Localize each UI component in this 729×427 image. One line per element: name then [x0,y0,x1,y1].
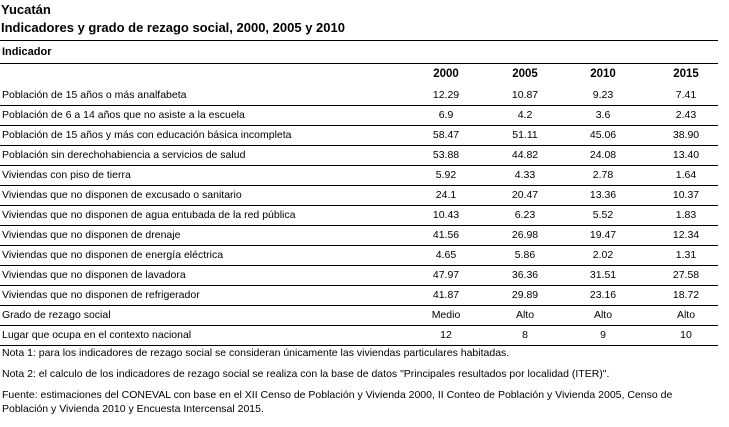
table-row: Viviendas que no disponen de drenaje 41.… [0,226,718,246]
table-row: Viviendas que no disponen de refrigerado… [0,286,718,306]
cell-2015: 1.31 [675,249,697,261]
cell-2000: Medio [431,309,461,321]
cell-2005: 6.23 [514,209,536,221]
cell-2005: 36.36 [511,269,539,281]
year-header: 2000 [433,68,459,80]
cell-2015: 10 [680,329,692,341]
cell-2010: Alto [593,309,613,321]
row-label: Lugar que ocupa en el contexto nacional [2,329,192,341]
state-title: Yucatán [1,2,51,17]
cell-2000: 47.97 [432,269,460,281]
cell-2000: 58.47 [432,129,460,141]
cell-2015: 27.58 [672,269,700,281]
cell-2000: 10.43 [432,209,460,221]
cell-2010: 13.36 [589,189,617,201]
cell-2005: 44.82 [511,149,539,161]
cell-2010: 9.23 [592,89,614,101]
cell-2005: 10.87 [511,89,539,101]
cell-2010: 31.51 [589,269,617,281]
cell-2005: Alto [515,309,535,321]
cell-2015: 13.40 [672,149,700,161]
cell-2000: 41.87 [432,289,460,301]
row-label: Viviendas que no disponen de agua entuba… [2,209,296,221]
cell-2015: 38.90 [672,129,700,141]
cell-2000: 5.92 [435,169,457,181]
cell-2000: 4.65 [435,249,457,261]
table-row: Viviendas con piso de tierra 5.92 4.33 2… [0,166,718,186]
cell-2005: 4.2 [517,109,533,121]
table-row: Viviendas que no disponen de excusado o … [0,186,718,206]
table-row: Población de 15 años o más analfabeta 12… [0,86,718,106]
row-label: Viviendas que no disponen de drenaje [2,229,181,241]
row-label: Viviendas que no disponen de lavadora [2,269,186,281]
cell-2010: 2.02 [592,249,614,261]
cell-2005: 20.47 [511,189,539,201]
cell-2015: Alto [676,309,696,321]
year-header-row: 2000 2005 2010 2015 [0,66,718,82]
source-note: Fuente: estimaciones del CONEVAL con bas… [2,389,673,401]
row-label: Población de 15 años o más analfabeta [2,89,187,101]
cell-2015: 2.43 [675,109,697,121]
cell-2000: 53.88 [432,149,460,161]
cell-2000: 12 [440,329,452,341]
cell-2010: 24.08 [589,149,617,161]
year-header: 2010 [590,68,616,80]
cell-2015: 7.41 [675,89,697,101]
cell-2015: 18.72 [672,289,700,301]
table-row: Población de 6 a 14 años que no asiste a… [0,106,718,126]
cell-2015: 12.34 [672,229,700,241]
year-header: 2015 [673,68,699,80]
cell-2010: 23.16 [589,289,617,301]
table-subtitle: Indicadores y grado de rezago social, 20… [1,20,345,35]
row-label: Población de 6 a 14 años que no asiste a… [2,109,245,121]
indicator-header: Indicador [2,46,52,58]
footnote-2: Nota 2: el calculo de los indicadores de… [2,368,610,380]
cell-2010: 2.78 [592,169,614,181]
cell-2000: 12.29 [432,89,460,101]
cell-2010: 45.06 [589,129,617,141]
cell-2005: 8 [522,329,528,341]
cell-2010: 5.52 [592,209,614,221]
cell-2005: 4.33 [514,169,536,181]
table-row: Grado de rezago social Medio Alto Alto A… [0,306,718,326]
table-row: Población de 15 años y más con educación… [0,126,718,146]
cell-2015: 1.83 [675,209,697,221]
cell-2000: 6.9 [438,109,454,121]
divider [0,40,718,41]
row-label: Viviendas con piso de tierra [2,169,131,181]
cell-2010: 3.6 [595,109,611,121]
divider [0,63,718,64]
cell-2000: 41.56 [432,229,460,241]
table-row: Viviendas que no disponen de energía elé… [0,246,718,266]
table-row: Población sin derechohabiencia a servici… [0,146,718,166]
row-label: Viviendas que no disponen de excusado o … [2,189,242,201]
row-label: Viviendas que no disponen de refrigerado… [2,289,200,301]
cell-2015: 10.37 [672,189,700,201]
cell-2000: 24.1 [435,189,457,201]
cell-2010: 19.47 [589,229,617,241]
table-row: Viviendas que no disponen de agua entuba… [0,206,718,226]
table-body: Población de 15 años o más analfabeta 12… [0,86,718,346]
cell-2005: 29.89 [511,289,539,301]
row-label: Viviendas que no disponen de energía elé… [2,249,224,261]
table-row: Lugar que ocupa en el contexto nacional … [0,326,718,346]
row-label: Población sin derechohabiencia a servici… [2,149,246,161]
row-label: Grado de rezago social [2,309,111,321]
cell-2005: 51.11 [512,129,538,141]
row-label: Población de 15 años y más con educación… [2,129,292,141]
source-note-continued: Población y Vivienda 2010 y Encuesta Int… [2,403,264,415]
cell-2015: 1.64 [675,169,697,181]
year-header: 2005 [512,68,538,80]
cell-2010: 9 [600,329,606,341]
footnote-1: Nota 1: para los indicadores de rezago s… [2,347,510,359]
cell-2005: 26.98 [511,229,539,241]
table-row: Viviendas que no disponen de lavadora 47… [0,266,718,286]
cell-2005: 5.86 [514,249,536,261]
